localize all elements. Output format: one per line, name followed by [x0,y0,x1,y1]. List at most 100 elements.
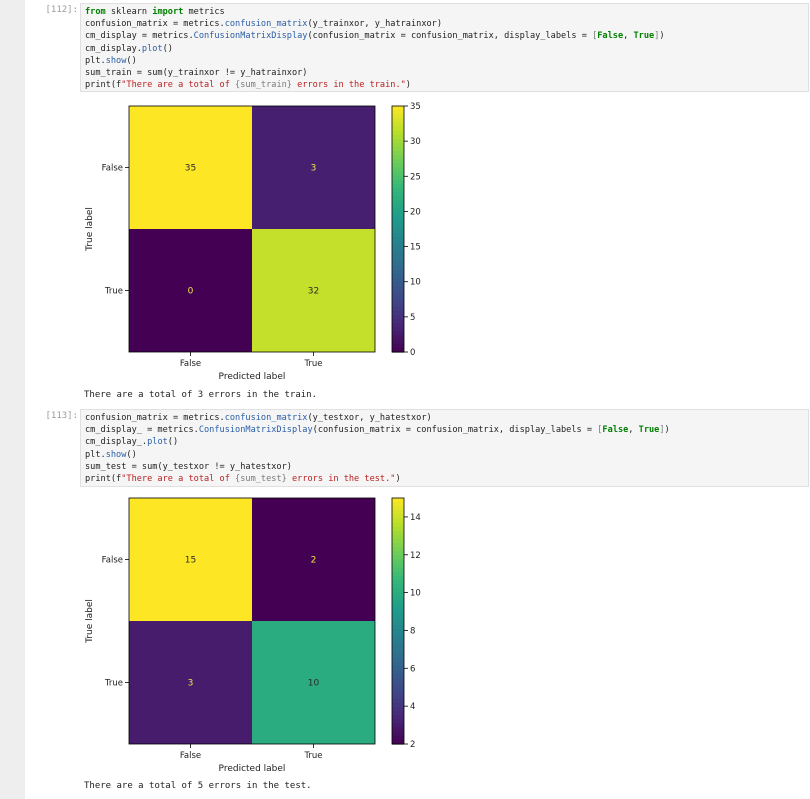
colorbar-segment [392,715,404,720]
y-axis-label: True label [85,207,95,252]
code-token: confusion_matrix [224,413,308,423]
colorbar-tick-label: 12 [410,551,421,561]
code-token: cm_display_ = metrics. [85,425,199,436]
code-token: ] [659,425,665,436]
colorbar-segment [392,286,404,292]
code-token: , [628,425,639,436]
colorbar-segment [392,596,404,602]
colorbar-segment [392,526,404,532]
colorbar-segment [392,563,404,569]
cell-value-label: 0 [188,287,194,297]
x-tick-label: True [303,359,322,369]
colorbar-segment [392,571,404,577]
code-token: ) [659,31,665,42]
colorbar-segment [392,179,404,185]
cell-value-label: 3 [188,679,194,689]
colorbar-segment [392,257,404,263]
code-token: True [633,31,655,42]
code-token: () [167,437,179,448]
colorbar-segment [392,694,404,700]
colorbar-tick-label: 10 [410,589,421,599]
colorbar-segment [392,608,404,614]
colorbar-segment [392,604,404,610]
y-tick-label: True [104,679,123,689]
colorbar-segment [392,175,404,181]
code-token: errors in the train." [291,80,406,91]
matrix-frame [128,105,376,353]
colorbar-segment [392,522,404,528]
code-token: ) [405,80,411,91]
colorbar-segment [392,719,404,725]
code-token: {sum_test} [235,473,287,484]
matrix-cell [129,229,252,352]
x-tick-label: False [180,751,201,761]
code-cell-112[interactable]: from sklearn import metrics confusion_mat… [80,3,809,92]
x-tick-label: True [303,751,322,761]
code-token: print(f [85,80,122,91]
code-token: "There are a total of [121,80,236,91]
colorbar-segment [392,200,404,205]
colorbar-segment [392,666,404,671]
y-tick-label: False [102,164,123,174]
code-line: plt.show() [85,55,808,67]
x-axis-label: Predicted label [219,372,286,382]
colorbar-segment [392,298,404,304]
colorbar-segment [392,555,404,561]
colorbar-segment [392,290,404,296]
colorbar-segment [392,188,404,193]
colorbar-segment [392,204,404,210]
output-text-test: There are a total of 5 errors in the tes… [84,781,312,791]
colorbar-segment [392,130,404,136]
colorbar-segment [392,682,404,688]
code-token: plt. [85,449,106,460]
code-token: (confusion_matrix = confusion_matrix, di… [312,425,598,436]
matrix-cell [129,106,252,229]
colorbar-segment [392,662,404,667]
colorbar-segment [392,196,404,201]
colorbar-segment [392,142,404,148]
colorbar-segment [392,616,404,622]
code-token: ) [395,473,401,484]
colorbar-segment [392,506,404,511]
colorbar-segment [392,711,404,716]
output-text-train: There are a total of 3 errors in the tra… [84,390,317,400]
colorbar-segment [392,534,404,540]
code-token: show [105,449,127,460]
code-token: ) [664,425,670,436]
colorbar-segment [392,592,404,597]
code-token: print(f [85,473,122,484]
colorbar-segment [392,625,404,630]
colorbar-segment [392,134,404,140]
code-line: sum_test = sum(y_testxor != y_hatestxor) [85,461,808,473]
colorbar-segment [392,678,404,684]
code-token: "There are a total of [121,473,236,484]
cell-prompt-112: [112]: [45,5,78,15]
code-line: confusion_matrix = metrics.confusion_mat… [85,18,808,30]
code-token: confusion_matrix = metrics. [85,19,225,30]
code-line: sum_train = sum(y_trainxor != y_hatrainx… [85,67,808,79]
matrix-cell [252,621,375,744]
colorbar-tick-label: 30 [410,137,421,147]
code-token: cm_display. [85,43,142,54]
colorbar-segment [392,241,404,246]
code-line: print(f"There are a total of {sum_test} … [85,473,808,485]
code-line: from sklearn import metrics [85,6,808,18]
colorbar-tick-label: 14 [410,513,421,523]
colorbar-segment [392,126,404,132]
code-token: ] [654,31,660,42]
matrix-cell [252,229,375,352]
code-token: sklearn [105,7,153,17]
colorbar-segment [392,208,404,214]
code-token: sum_train = sum(y_trainxor != y_hatrainx… [85,67,308,78]
colorbar-segment [392,167,404,173]
colorbar-tick-label: 15 [410,243,421,253]
code-cell-113[interactable]: confusion_matrix = metrics.confusion_mat… [80,409,809,487]
code-token: , [623,31,634,42]
colorbar-segment [392,600,404,606]
colorbar-segment [392,539,404,544]
y-tick-label: True [104,287,123,297]
colorbar-segment [392,559,404,565]
colorbar-segment [392,653,404,659]
code-line: cm_display = metrics.ConfusionMatrixDisp… [85,30,808,42]
